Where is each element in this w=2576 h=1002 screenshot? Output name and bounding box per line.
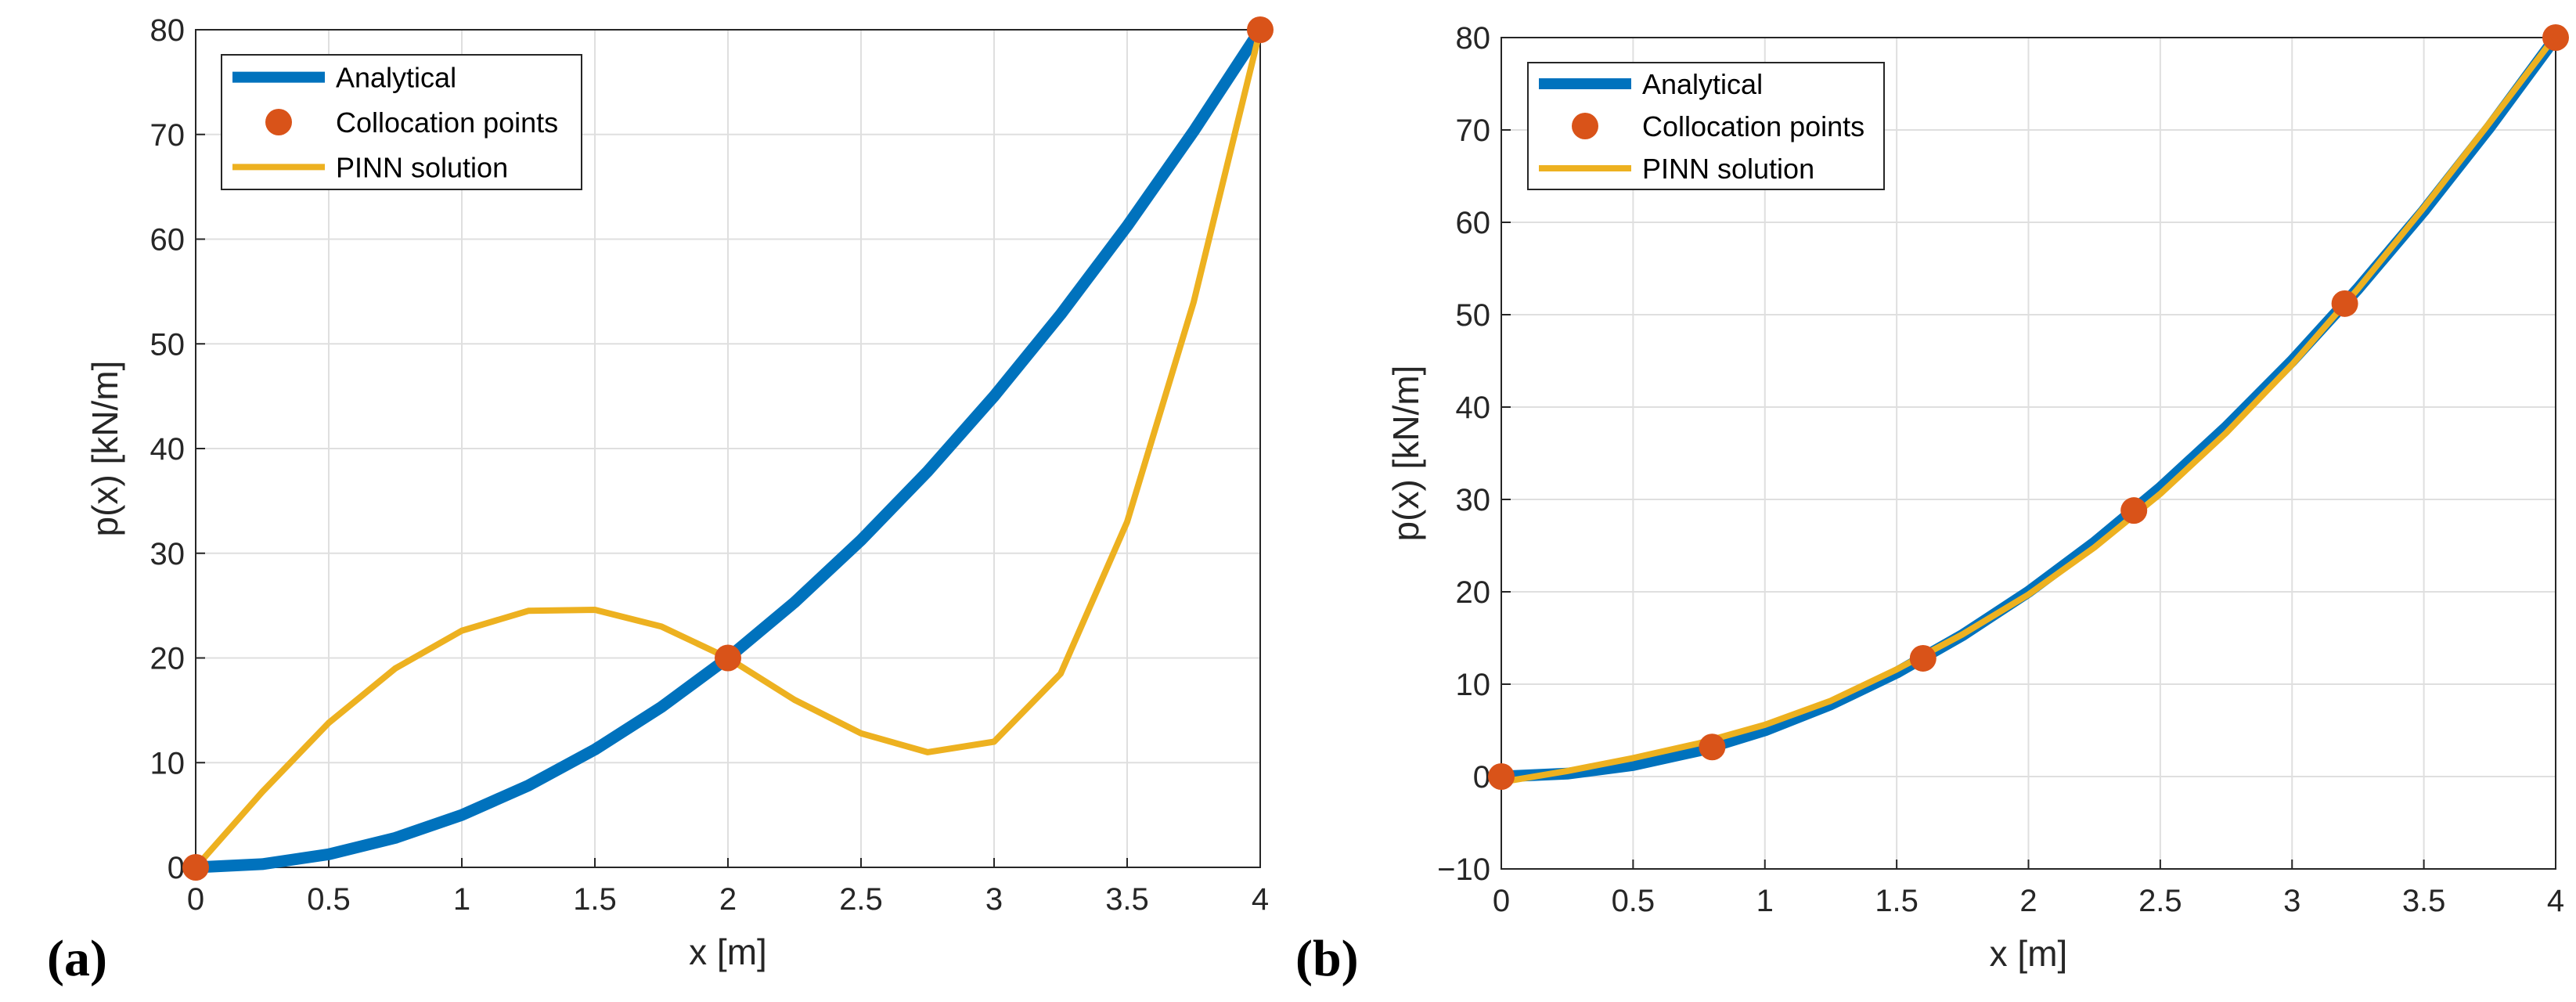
x-tick-label: 0.5 — [1612, 884, 1655, 918]
y-tick-label: 30 — [1456, 483, 1491, 517]
collocation-point — [1699, 733, 1726, 761]
x-tick-label: 3.5 — [1105, 882, 1149, 917]
x-tick-label: 1 — [1756, 884, 1774, 918]
collocation-point — [715, 644, 741, 672]
y-tick-label: 10 — [1456, 668, 1491, 702]
legend-label: Collocation points — [1642, 110, 1864, 142]
x-tick-label: 0.5 — [307, 882, 351, 917]
x-tick-label: 2 — [719, 882, 737, 917]
y-tick-label: 50 — [150, 327, 186, 362]
x-tick-label: 4 — [1252, 882, 1269, 917]
legend-label: PINN solution — [336, 151, 508, 183]
x-tick-label: 0 — [1493, 884, 1510, 918]
y-tick-label: −10 — [1437, 852, 1490, 887]
collocation-point — [182, 854, 209, 881]
legend-swatch-marker — [265, 109, 292, 135]
y-tick-label: 0 — [1473, 760, 1490, 795]
y-tick-label: 0 — [168, 851, 185, 885]
collocation-point — [1909, 644, 1937, 672]
legend: Analytical Collocation points PINN solutio… — [1527, 62, 1885, 190]
y-tick-label: 40 — [1456, 391, 1491, 425]
x-axis-label: x [m] — [1990, 933, 2068, 974]
x-tick-label: 1.5 — [573, 882, 617, 917]
y-tick-label: 20 — [150, 642, 186, 676]
y-axis-label: p(x) [kN/m] — [85, 361, 125, 537]
y-tick-label: 70 — [150, 118, 186, 153]
x-tick-label: 2.5 — [2138, 884, 2182, 918]
legend: Analytical Collocation points PINN solutio… — [221, 54, 582, 190]
y-tick-label: 60 — [1456, 206, 1491, 240]
legend-label: Analytical — [336, 62, 456, 94]
y-tick-label: 10 — [150, 746, 186, 780]
collocation-point — [1488, 763, 1515, 790]
collocation-point — [2331, 290, 2358, 317]
y-tick-label: 70 — [1456, 114, 1491, 148]
series-line-pinn — [1498, 32, 2559, 786]
y-tick-label: 40 — [150, 432, 186, 467]
x-tick-label: 4 — [2547, 884, 2564, 918]
legend-label: Analytical — [1642, 68, 1763, 100]
y-tick-label: 80 — [150, 13, 186, 48]
x-tick-label: 1.5 — [1875, 884, 1918, 918]
legend-label: Collocation points — [336, 106, 558, 139]
x-tick-label: 2 — [2019, 884, 2037, 918]
panel-label: (b) — [1295, 930, 1359, 987]
collocation-point — [2120, 497, 2148, 524]
y-tick-label: 30 — [150, 537, 186, 571]
legend-swatch-marker — [1572, 113, 1598, 139]
x-tick-label: 3 — [985, 882, 1003, 917]
x-tick-label: 3 — [2283, 884, 2300, 918]
y-axis-label: p(x) [kN/m] — [1385, 366, 1426, 542]
legend-label: PINN solution — [1642, 153, 1814, 185]
collocation-point — [1247, 16, 1274, 43]
x-tick-label: 3.5 — [2402, 884, 2446, 918]
x-tick-label: 0 — [187, 882, 204, 917]
y-tick-label: 20 — [1456, 575, 1491, 610]
y-tick-label: 60 — [150, 223, 186, 258]
x-tick-label: 1 — [453, 882, 470, 917]
y-tick-label: 80 — [1456, 21, 1491, 56]
x-tick-label: 2.5 — [839, 882, 883, 917]
collocation-point — [2542, 24, 2569, 51]
y-tick-label: 50 — [1456, 298, 1491, 333]
x-axis-label: x [m] — [689, 932, 767, 972]
panel-label: (a) — [47, 930, 107, 987]
